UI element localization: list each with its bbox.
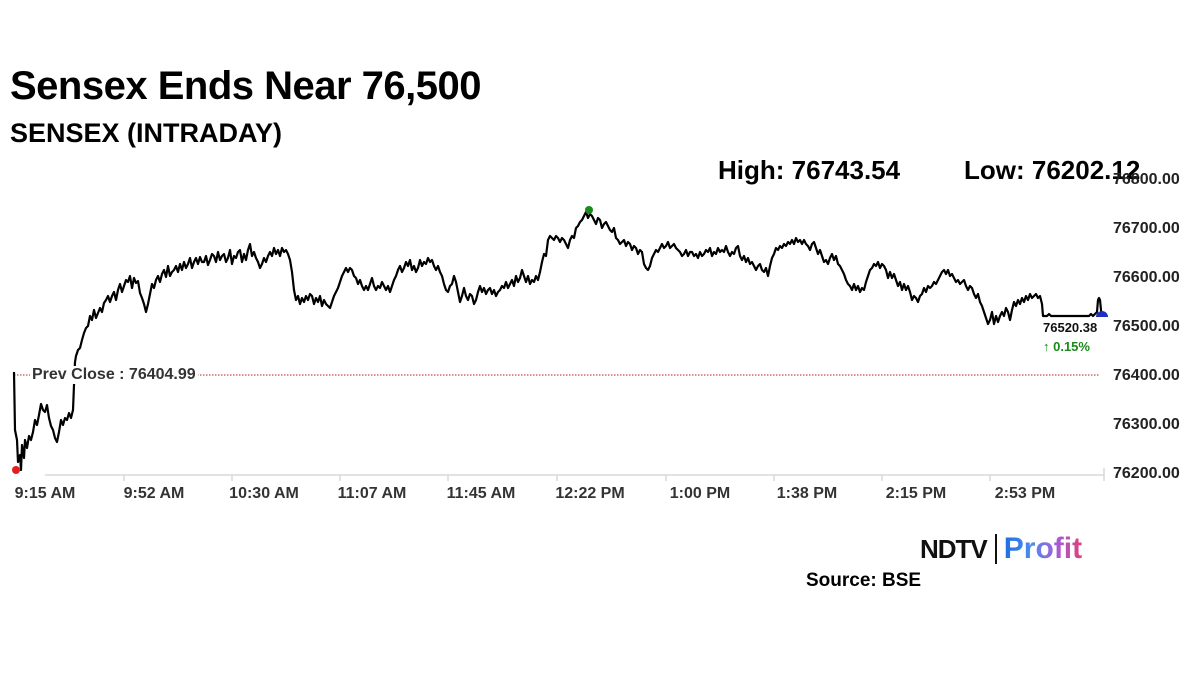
prev-close-label: Prev Close : 76404.99: [30, 366, 198, 384]
x-tick-label: 10:30 AM: [229, 485, 299, 502]
x-tick-label: 1:38 PM: [776, 485, 838, 502]
page-title: Sensex Ends Near 76,500: [10, 64, 482, 108]
x-tick-label: 9:15 AM: [14, 485, 76, 502]
x-tick-label: 11:45 AM: [446, 485, 516, 502]
source-label: Source: BSE: [806, 570, 922, 591]
y-tick-label: 76600.00: [1113, 269, 1180, 286]
logo-profit-text: Profit: [1003, 532, 1083, 565]
chart-subtitle: SENSEX (INTRADAY): [10, 118, 283, 148]
logo-divider: [994, 534, 997, 564]
x-axis-ticks: [123, 468, 1105, 481]
x-tick-label: 11:07 AM: [337, 485, 407, 502]
day-low-label: Low: 76202.12: [964, 155, 1141, 185]
y-tick-label: 76700.00: [1113, 220, 1180, 237]
x-tick-label: 1:00 PM: [669, 485, 731, 502]
y-tick-label: 76400.00: [1113, 367, 1180, 384]
y-tick-label: 76200.00: [1113, 465, 1180, 482]
x-tick-label: 2:15 PM: [885, 485, 947, 502]
day-high-label: High: 76743.54: [718, 155, 901, 185]
y-tick-label: 76500.00: [1113, 318, 1180, 335]
x-tick-label: 2:53 PM: [994, 485, 1056, 502]
price-line: [12, 210, 1104, 472]
y-tick-label: 76300.00: [1113, 416, 1180, 433]
y-tick-label: 76800.00: [1113, 171, 1180, 188]
x-tick-label: 9:52 AM: [123, 485, 185, 502]
x-tick-label: 12:22 PM: [555, 485, 625, 502]
last-price-label: 76520.38: [1043, 320, 1098, 335]
last-price-marker: [1096, 311, 1108, 317]
day-low-marker: [12, 466, 20, 474]
logo-ndtv-text: NDTV: [920, 533, 988, 564]
day-high-marker: [585, 206, 593, 214]
percent-change-label: ↑ 0.15%: [1043, 339, 1090, 354]
ndtv-profit-logo: NDTV Profit: [920, 532, 1082, 566]
